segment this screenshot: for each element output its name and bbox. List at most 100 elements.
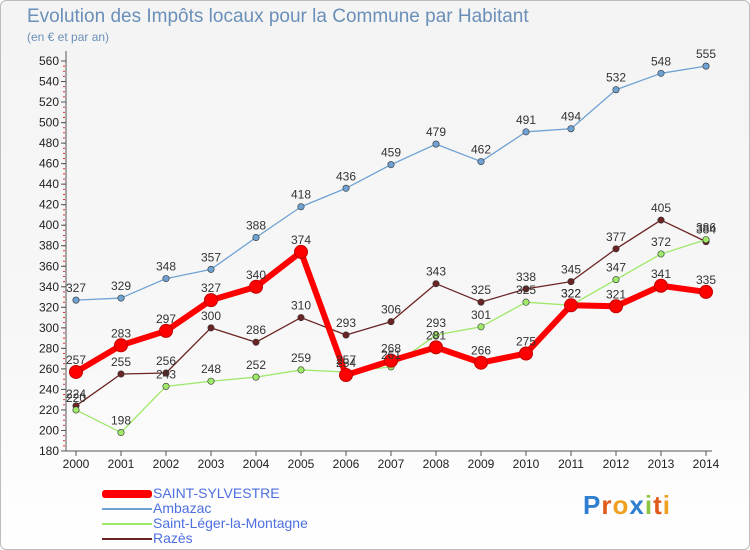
- y-tick-label: 280: [39, 341, 59, 355]
- data-label: 252: [246, 358, 266, 372]
- x-tick-label: 2014: [693, 457, 720, 471]
- data-point: [252, 338, 260, 346]
- data-point: [522, 285, 530, 293]
- data-label: 293: [426, 316, 446, 330]
- logo-letter: P: [583, 490, 602, 520]
- data-point: [612, 276, 620, 284]
- data-point: [612, 245, 620, 253]
- logo-letter: o: [612, 490, 630, 520]
- data-label: 386: [696, 221, 716, 235]
- data-label: 338: [516, 270, 536, 284]
- data-label: 283: [111, 326, 131, 340]
- data-label: 340: [246, 268, 266, 282]
- data-label: 300: [201, 309, 221, 323]
- y-tick-label: 180: [39, 444, 59, 458]
- data-point: [567, 278, 575, 286]
- y-tick-label: 560: [39, 54, 59, 68]
- data-point: [294, 244, 308, 259]
- data-label: 479: [426, 125, 446, 139]
- data-point: [339, 368, 353, 383]
- data-label: 256: [156, 354, 176, 368]
- legend-label: Saint-Léger-la-Montagne: [153, 515, 308, 531]
- y-tick-label: 300: [39, 321, 59, 335]
- x-tick-label: 2006: [333, 457, 360, 471]
- logo-letter: i: [644, 490, 654, 520]
- data-label: 322: [561, 286, 581, 300]
- data-label: 310: [291, 299, 311, 313]
- legend-label: SAINT-SYLVESTRE: [153, 485, 280, 501]
- data-label: 281: [426, 328, 446, 342]
- x-tick-label: 2002: [153, 457, 180, 471]
- data-label: 286: [246, 323, 266, 337]
- data-point: [117, 294, 125, 302]
- proxiti-logo: Proxiti: [583, 490, 671, 521]
- y-tick-label: 360: [39, 259, 59, 273]
- x-tick-label: 2004: [243, 457, 270, 471]
- data-label: 329: [111, 279, 131, 293]
- data-point: [474, 355, 488, 370]
- legend-swatch: [102, 523, 152, 525]
- x-tick-label: 2010: [513, 457, 540, 471]
- data-label: 357: [201, 250, 221, 264]
- data-point: [477, 323, 485, 331]
- data-point: [564, 298, 578, 313]
- data-label: 306: [381, 303, 401, 317]
- y-tick-label: 480: [39, 136, 59, 150]
- data-point: [699, 284, 713, 299]
- y-tick-label: 320: [39, 300, 59, 314]
- data-point: [114, 338, 128, 353]
- chart-title: Evolution des Impôts locaux pour la Comm…: [27, 6, 529, 27]
- data-point: [342, 184, 350, 192]
- data-point: [297, 366, 305, 374]
- data-label: 548: [651, 54, 671, 68]
- data-point: [522, 128, 530, 136]
- x-tick-label: 2012: [603, 457, 630, 471]
- data-point: [162, 275, 170, 283]
- data-point: [429, 340, 443, 355]
- data-point: [204, 293, 218, 308]
- data-label: 266: [471, 344, 491, 358]
- y-tick-label: 520: [39, 95, 59, 109]
- data-point: [387, 161, 395, 169]
- data-label: 341: [651, 267, 671, 281]
- data-label: 384: [696, 223, 716, 237]
- data-label: 301: [471, 308, 491, 322]
- data-point: [342, 331, 350, 339]
- logo-letter: t: [653, 490, 663, 520]
- data-point: [297, 203, 305, 211]
- y-tick-label: 200: [39, 423, 59, 437]
- logo-letter: x: [629, 490, 645, 520]
- y-tick-label: 400: [39, 218, 59, 232]
- data-point: [522, 298, 530, 306]
- data-label: 327: [201, 281, 221, 295]
- data-point: [72, 406, 80, 414]
- data-point: [252, 234, 260, 242]
- data-point: [702, 62, 710, 70]
- data-label: 388: [246, 219, 266, 233]
- data-point: [612, 86, 620, 94]
- data-point: [609, 299, 623, 314]
- data-point: [117, 370, 125, 378]
- data-label: 297: [156, 312, 176, 326]
- data-point: [387, 318, 395, 326]
- x-tick-label: 2000: [63, 457, 90, 471]
- data-point: [432, 140, 440, 148]
- data-label: 459: [381, 146, 401, 160]
- data-label: 325: [516, 283, 536, 297]
- y-tick-label: 540: [39, 75, 59, 89]
- logo-letter: i: [662, 490, 671, 520]
- legend-label: Ambazac: [153, 500, 212, 516]
- data-label: 494: [561, 110, 581, 124]
- data-label: 335: [696, 273, 716, 287]
- data-label: 268: [381, 342, 401, 356]
- data-label: 345: [561, 263, 581, 277]
- legend-swatch: [102, 508, 152, 510]
- data-point: [477, 298, 485, 306]
- data-label: 347: [606, 261, 626, 275]
- chart-subtitle: (en € et par an): [27, 30, 110, 44]
- data-point: [297, 314, 305, 322]
- data-label: 261: [381, 348, 401, 362]
- data-label: 259: [291, 351, 311, 365]
- data-label: 325: [471, 283, 491, 297]
- legend-swatch: [102, 538, 152, 540]
